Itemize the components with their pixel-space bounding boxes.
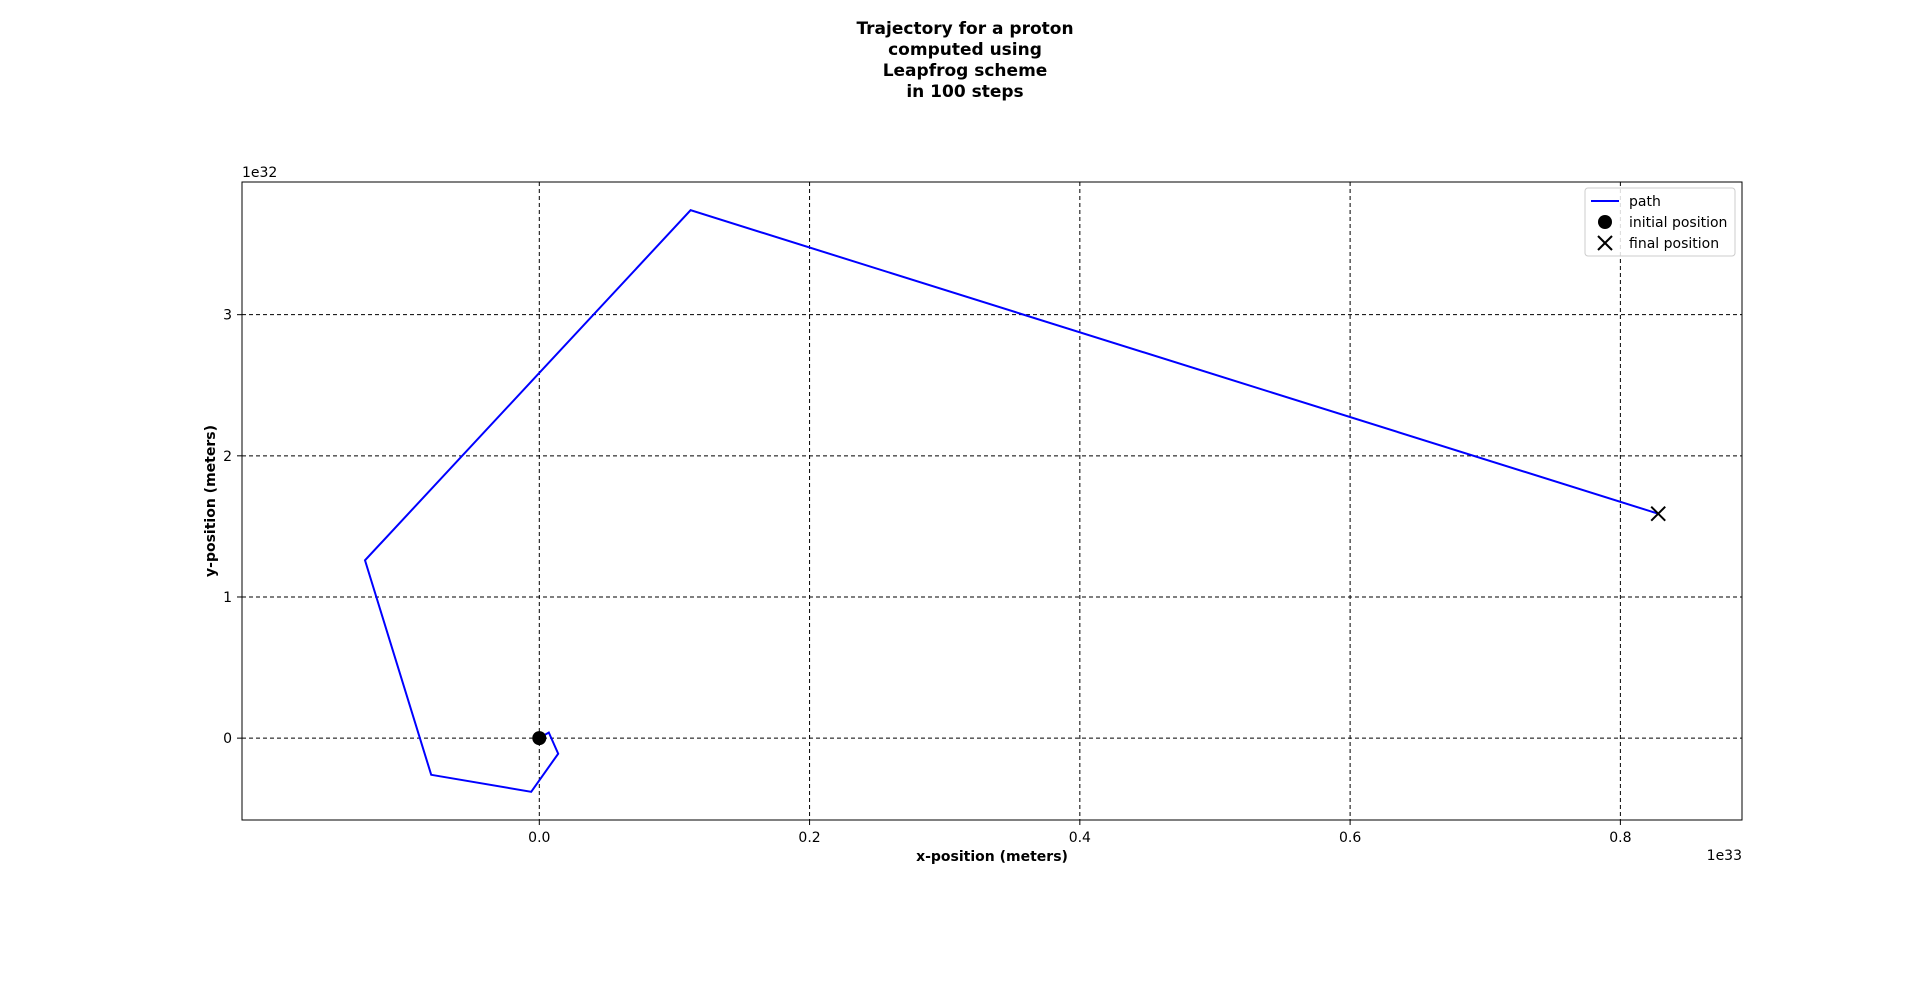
title-line: computed using — [888, 40, 1042, 60]
y-offset-text: 1e32 — [242, 165, 277, 181]
x-marker-stroke — [1597, 235, 1613, 251]
x-tick-label: 0.4 — [1069, 830, 1091, 846]
x-marker-stroke — [1650, 505, 1666, 522]
title-line: in 100 steps — [906, 82, 1023, 102]
legend-label: initial position — [1629, 215, 1727, 231]
final-position-marker — [1650, 505, 1666, 522]
legend: path initial position final position — [1584, 187, 1736, 257]
legend-swatch-initial — [1598, 215, 1612, 229]
x-axis-label: x-position (meters) — [916, 849, 1068, 865]
y-tick-label: 3 — [223, 308, 232, 324]
x-tick-label: 0.0 — [528, 830, 550, 846]
title-line: Trajectory for a proton — [856, 19, 1073, 39]
legend-swatch-final — [1597, 235, 1613, 251]
marker-layer — [532, 505, 1666, 746]
legend-box — [1584, 187, 1736, 257]
plot-frame — [241, 181, 1743, 821]
series-layer — [363, 209, 1659, 793]
title-line: Leapfrog scheme — [883, 61, 1048, 81]
grid-lines — [242, 182, 1742, 820]
x-offset-text: 1e33 — [1707, 848, 1742, 864]
initial-position-marker — [532, 731, 547, 746]
y-axis-label: y-position (meters) — [203, 425, 219, 577]
axis-ticks: 0.0 0.2 0.4 0.6 0.8 0 1 2 3 — [223, 308, 1631, 846]
series-line-path — [363, 209, 1659, 793]
y-tick-label: 2 — [223, 449, 232, 465]
y-tick-label: 0 — [223, 731, 232, 747]
x-tick-label: 0.2 — [798, 830, 820, 846]
x-tick-label: 0.6 — [1339, 830, 1361, 846]
legend-label-path: path — [1629, 194, 1661, 210]
y-tick-label: 1 — [223, 590, 232, 606]
x-tick-label: 0.8 — [1609, 830, 1631, 846]
legend-label: final position — [1629, 236, 1719, 252]
